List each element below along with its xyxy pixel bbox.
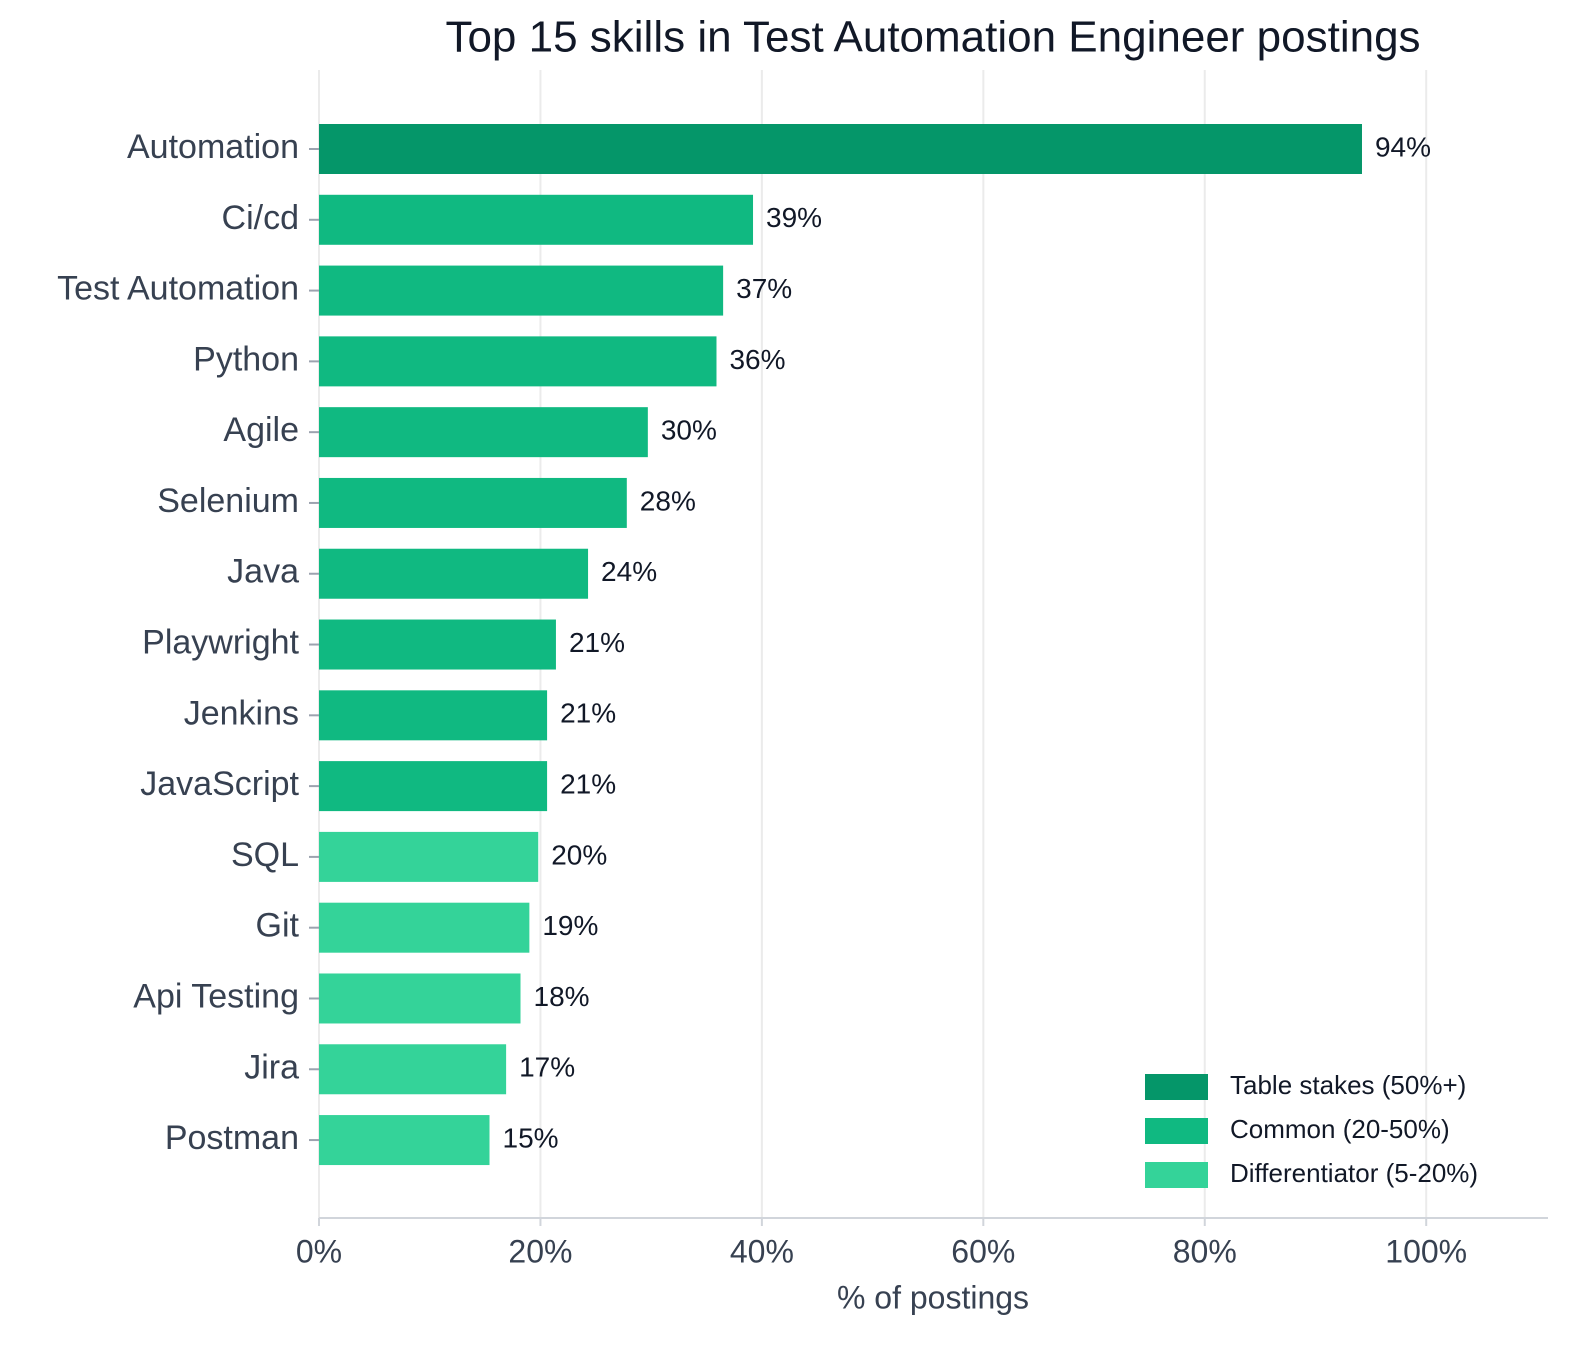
bar [319, 1044, 507, 1095]
bar [319, 831, 539, 882]
value-label: 28% [640, 485, 696, 516]
value-label: 36% [729, 344, 785, 375]
bar [319, 548, 589, 599]
y-tick-label: Test Automation [57, 270, 299, 308]
bar [319, 265, 724, 316]
x-tick-label: 0% [296, 1233, 342, 1269]
bar [319, 902, 530, 953]
bar [319, 336, 717, 387]
value-label: 37% [736, 273, 792, 304]
value-label: 21% [560, 698, 616, 729]
y-tick-label: SQL [231, 836, 299, 874]
value-label: 18% [534, 981, 590, 1012]
legend-swatch [1145, 1074, 1208, 1100]
bar [319, 619, 556, 670]
y-tick-label: Java [227, 553, 299, 591]
value-label: 24% [601, 556, 657, 587]
y-tick-label: Python [193, 340, 299, 378]
value-label: 19% [542, 910, 598, 941]
bar [319, 477, 627, 528]
x-axis-label: % of postings [837, 1279, 1029, 1315]
y-tick-label: Automation [127, 128, 299, 166]
legend-swatch [1145, 1162, 1208, 1188]
value-label: 21% [569, 627, 625, 658]
legend-swatch [1145, 1118, 1208, 1144]
chart-title: Top 15 skills in Test Automation Enginee… [445, 13, 1420, 62]
y-tick-label: Ci/cd [222, 199, 299, 237]
value-label: 94% [1375, 131, 1431, 162]
x-tick-label: 100% [1385, 1233, 1467, 1269]
y-tick-label: Selenium [157, 482, 299, 520]
y-tick-label: Agile [223, 411, 299, 449]
bar [319, 124, 1362, 174]
y-tick-label: Git [256, 907, 300, 945]
value-label: 15% [503, 1122, 559, 1153]
bar [319, 194, 754, 245]
bar [319, 1115, 490, 1166]
y-tick-label: Playwright [142, 624, 299, 662]
y-tick-label: Api Testing [133, 977, 299, 1015]
y-tick-label: Jenkins [184, 694, 299, 732]
x-tick-label: 20% [508, 1233, 572, 1269]
y-tick-label: JavaScript [140, 765, 299, 803]
legend-label: Table stakes (50%+) [1230, 1070, 1466, 1100]
legend-label: Common (20-50%) [1230, 1114, 1450, 1144]
y-tick-label: Jira [244, 1048, 299, 1086]
x-tick-label: 80% [1173, 1233, 1237, 1269]
value-label: 21% [560, 769, 616, 800]
bar [319, 973, 521, 1024]
value-label: 30% [661, 415, 717, 446]
bar [319, 407, 648, 458]
x-tick-label: 40% [730, 1233, 794, 1269]
x-tick-label: 60% [951, 1233, 1015, 1269]
value-label: 39% [766, 202, 822, 233]
value-label: 20% [551, 839, 607, 870]
value-label: 17% [519, 1052, 575, 1083]
bar [319, 690, 548, 741]
y-tick-label: Postman [165, 1119, 299, 1157]
legend-label: Differentiator (5-20%) [1230, 1158, 1478, 1188]
bar [319, 761, 548, 812]
